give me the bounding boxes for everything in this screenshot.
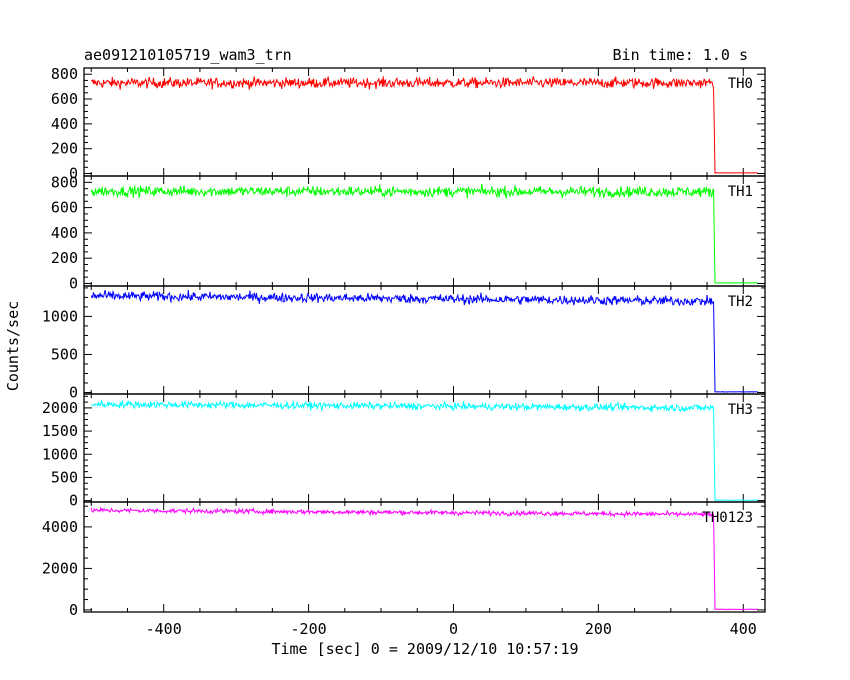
series-line-th2 xyxy=(90,289,758,393)
panel-label-th0123: TH0123 xyxy=(702,510,753,526)
y-tick-label: 1000 xyxy=(42,307,78,325)
y-tick-label: 800 xyxy=(51,173,78,191)
chart-title-left: ae091210105719_wam3_trn xyxy=(84,46,292,64)
panel-th2: 0 500 1000 TH2 xyxy=(42,285,766,401)
panel-th1: 0 200 400 600 800 TH1 xyxy=(51,173,766,292)
y-tick-label: 2000 xyxy=(42,399,78,417)
y-tick-label: 800 xyxy=(51,65,78,83)
chart-title-right: Bin time: 1.0 s xyxy=(613,46,748,64)
y-tick-label: 500 xyxy=(51,345,78,363)
y-tick-label: 1000 xyxy=(42,445,78,463)
panels-group: 0 200 400 600 800 TH0 0 200 400 600 800 TH1 0 500 1000… xyxy=(42,65,766,638)
y-tick-label: 600 xyxy=(51,199,78,217)
series-line-th1 xyxy=(90,183,758,284)
y-tick-label: 0 xyxy=(69,383,78,401)
series-line-th0 xyxy=(90,76,758,174)
y-tick-label: 0 xyxy=(69,601,78,619)
series-line-th3 xyxy=(91,398,758,501)
x-tick-label: -200 xyxy=(291,620,327,638)
panel-label-th2: TH2 xyxy=(728,294,753,310)
x-tick-label: 200 xyxy=(585,620,612,638)
x-tick-label: 0 xyxy=(449,620,458,638)
y-tick-label: 4000 xyxy=(42,518,78,536)
series-line-th0123 xyxy=(90,506,758,611)
y-tick-label: 1500 xyxy=(42,422,78,440)
y-tick-label: 500 xyxy=(51,468,78,486)
y-tick-label: 0 xyxy=(69,165,78,183)
x-axis-label: Time [sec] 0 = 2009/12/10 10:57:19 xyxy=(271,640,578,658)
panel-th0123: 0 2000 4000 TH0123 -400 -200 0 200 400 xyxy=(42,501,766,638)
panel-th3: 0 500 1000 1500 2000 TH3 xyxy=(42,393,766,510)
x-tick-label: 400 xyxy=(730,620,757,638)
panel-th0: 0 200 400 600 800 TH0 xyxy=(51,65,766,183)
y-tick-label: 400 xyxy=(51,115,78,133)
panel-label-th3: TH3 xyxy=(728,402,753,418)
panel-label-th1: TH1 xyxy=(728,184,753,200)
y-tick-label: 0 xyxy=(69,274,78,292)
y-axis-label: Counts/sec xyxy=(4,301,22,391)
panel-frame xyxy=(83,501,766,613)
x-tick-label: -400 xyxy=(146,620,182,638)
y-tick-label: 200 xyxy=(51,140,78,158)
y-tick-label: 0 xyxy=(69,492,78,510)
panel-label-th0: TH0 xyxy=(728,76,753,92)
y-tick-label: 200 xyxy=(51,249,78,267)
y-tick-label: 600 xyxy=(51,90,78,108)
panel-frame xyxy=(83,393,766,503)
y-tick-label: 2000 xyxy=(42,559,78,577)
y-tick-label: 400 xyxy=(51,224,78,242)
